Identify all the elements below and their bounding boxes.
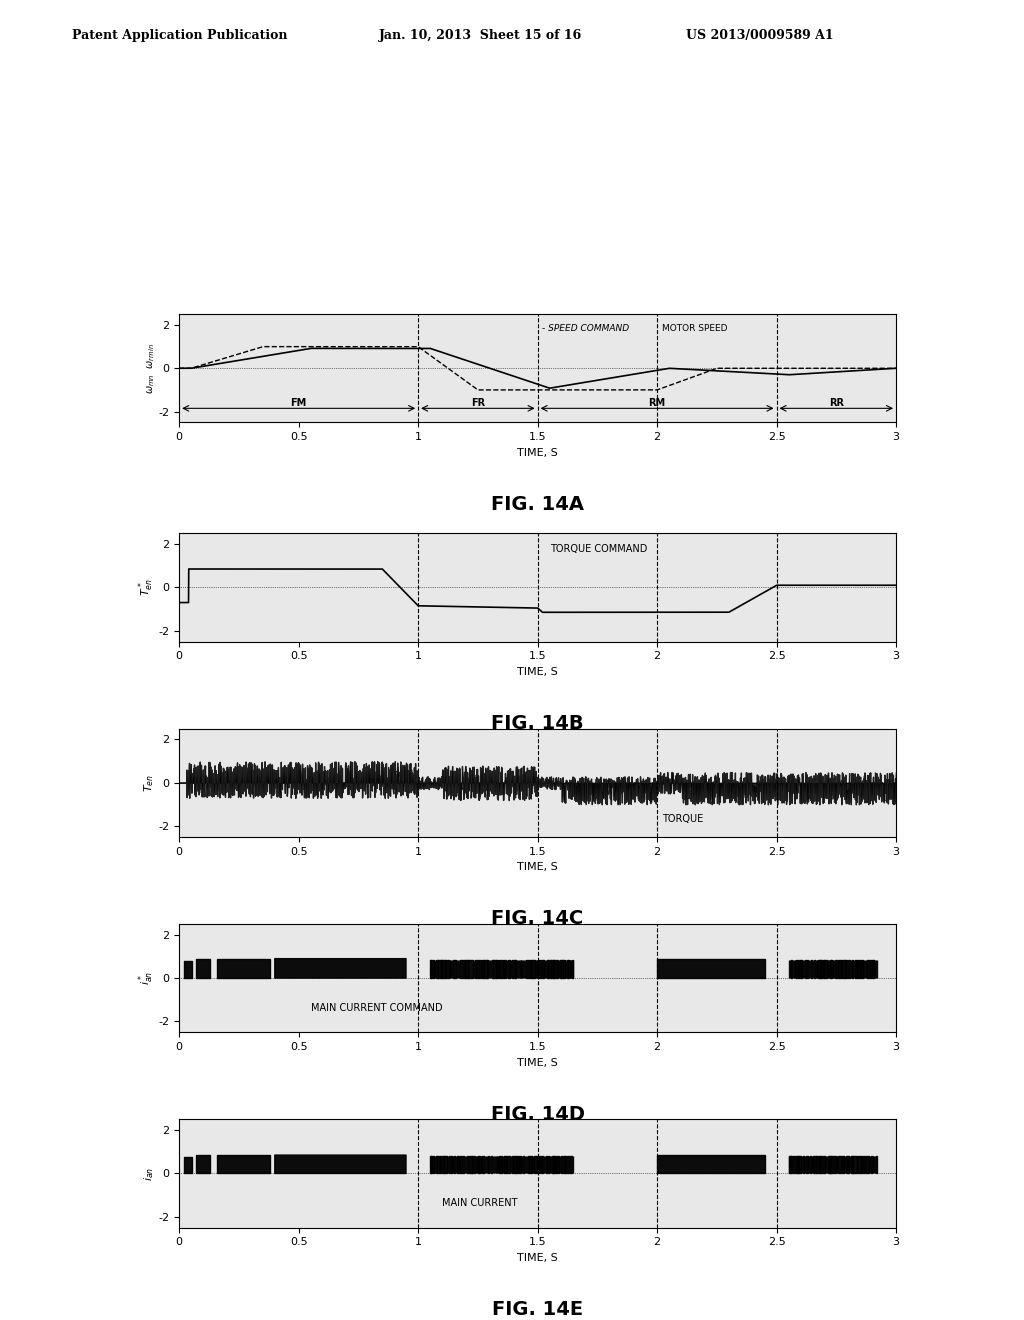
Text: - SPEED COMMAND: - SPEED COMMAND — [543, 325, 630, 334]
Text: MOTOR SPEED: MOTOR SPEED — [662, 325, 727, 334]
Y-axis label: $i^*_{an}$: $i^*_{an}$ — [136, 972, 156, 985]
Text: FIG. 14D: FIG. 14D — [490, 1105, 585, 1123]
Text: Patent Application Publication: Patent Application Publication — [72, 29, 287, 42]
Text: FIG. 14A: FIG. 14A — [492, 495, 584, 513]
Text: RM: RM — [648, 397, 666, 408]
X-axis label: TIME, S: TIME, S — [517, 667, 558, 677]
Y-axis label: $T_{en}$: $T_{en}$ — [141, 774, 156, 792]
X-axis label: TIME, S: TIME, S — [517, 447, 558, 458]
Text: MAIN CURRENT COMMAND: MAIN CURRENT COMMAND — [310, 1003, 442, 1012]
Y-axis label: $T^*_{en}$: $T^*_{en}$ — [136, 578, 156, 597]
Text: US 2013/0009589 A1: US 2013/0009589 A1 — [686, 29, 834, 42]
Text: FIG. 14B: FIG. 14B — [492, 714, 584, 733]
Text: MAIN CURRENT: MAIN CURRENT — [442, 1199, 517, 1208]
Text: FIG. 14E: FIG. 14E — [493, 1300, 583, 1319]
Text: TORQUE: TORQUE — [662, 813, 703, 824]
Text: RR: RR — [828, 397, 844, 408]
Text: FIG. 14C: FIG. 14C — [492, 909, 584, 928]
X-axis label: TIME, S: TIME, S — [517, 862, 558, 873]
Text: TORQUE COMMAND: TORQUE COMMAND — [550, 544, 647, 553]
X-axis label: TIME, S: TIME, S — [517, 1253, 558, 1263]
Text: FM: FM — [291, 397, 307, 408]
Text: FR: FR — [471, 397, 485, 408]
Y-axis label: $i_{an}$: $i_{an}$ — [141, 1167, 156, 1180]
X-axis label: TIME, S: TIME, S — [517, 1057, 558, 1068]
Text: Jan. 10, 2013  Sheet 15 of 16: Jan. 10, 2013 Sheet 15 of 16 — [379, 29, 582, 42]
Y-axis label: $\omega_{mn}$  $\omega_{rmin}$: $\omega_{mn}$ $\omega_{rmin}$ — [145, 343, 157, 393]
